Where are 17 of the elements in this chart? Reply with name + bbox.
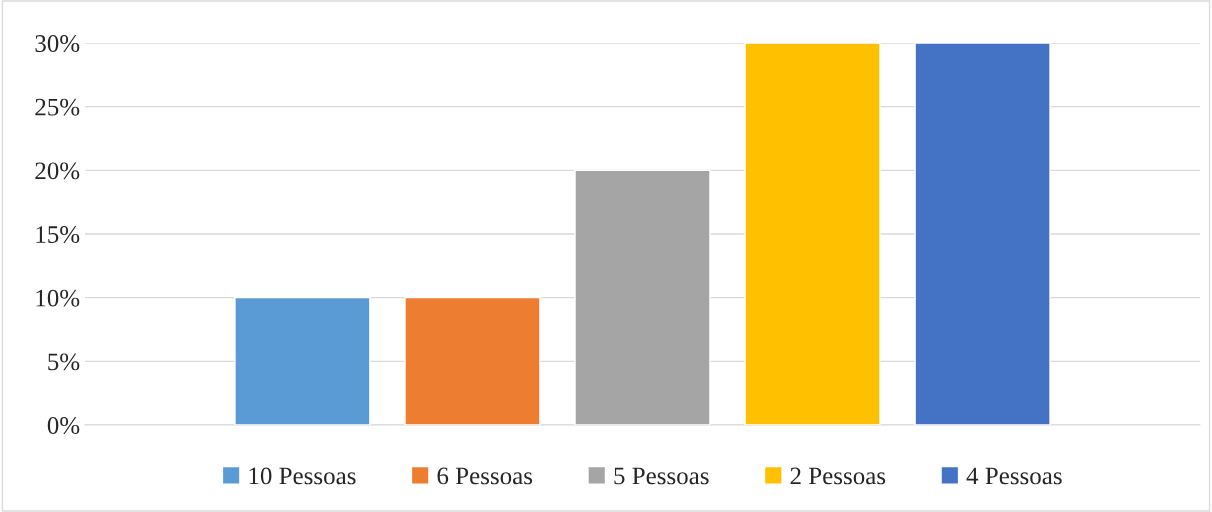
bar (234, 296, 371, 425)
bar (914, 43, 1051, 425)
legend-label: 6 Pessoas (437, 467, 533, 485)
legend-label: 10 Pessoas (249, 467, 356, 485)
y-tick-label: 10% (36, 289, 80, 307)
y-tick-label: 5% (48, 353, 80, 371)
legend-label: 5 Pessoas (614, 467, 709, 485)
legend-label: 2 Pessoas (790, 467, 886, 485)
y-tick-label: 30% (35, 35, 80, 52)
y-tick-label: 0% (47, 417, 80, 434)
y-tick-label: 15% (36, 226, 80, 243)
y-tick-label: 20% (35, 162, 80, 180)
bar (404, 296, 541, 425)
y-tick-label: 25% (35, 98, 80, 116)
bar (744, 43, 881, 425)
bar (574, 169, 711, 425)
legend-label: 4 Pessoas (966, 467, 1062, 485)
